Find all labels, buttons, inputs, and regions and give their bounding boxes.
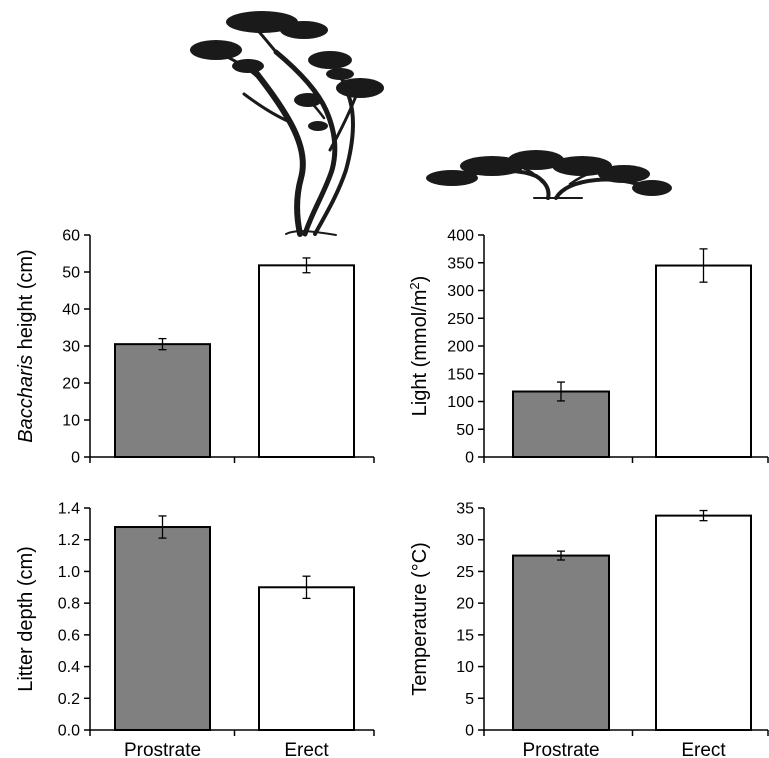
y-tick-label: 50 [62, 265, 80, 282]
x-tick-label-prostrate: Prostrate [124, 740, 201, 758]
y-tick-label: 1.4 [58, 501, 80, 518]
bar-prostrate [512, 390, 610, 459]
y-tick-label: 40 [62, 302, 80, 319]
y-tick-label: 60 [62, 228, 80, 245]
y-axis-title-rest: height (cm) [15, 249, 37, 355]
x-tick-label-prostrate: Prostrate [522, 740, 599, 758]
y-tick-label: 30 [456, 532, 474, 549]
y-tick-label: 0 [465, 723, 474, 740]
y-axis-title-close: ) [409, 276, 431, 283]
y-tick-label: 200 [447, 339, 474, 356]
bar-prostrate [512, 554, 610, 731]
y-tick-label: 100 [447, 394, 474, 411]
y-axis-title-main: Light (mmol/m [409, 290, 431, 417]
y-axis-title: Litter depth (cm) [15, 546, 37, 692]
bar-prostrate [114, 343, 211, 458]
y-tick-label: 10 [62, 413, 80, 430]
chart-temperature: 0 5 10 15 20 25 30 35 Prostrate Erect Temperature … [409, 501, 769, 758]
y-axis-title: Baccharis height (cm) [15, 249, 37, 442]
y-tick-label: 30 [62, 339, 80, 356]
y-tick-label: 0.2 [58, 691, 80, 708]
y-tick-label: 0.8 [58, 596, 80, 613]
bar-erect [655, 264, 752, 458]
y-tick-label: 50 [456, 422, 474, 439]
chart-baccharis-height: 0 10 20 30 40 50 60 Baccharis height (cm) [15, 228, 375, 467]
y-tick-label: 20 [456, 596, 474, 613]
y-tick-label: 0.4 [58, 659, 80, 676]
y-tick-label: 250 [447, 311, 474, 328]
chart-light: 0 50 100 150 200 250 300 350 400 Light (mmol/m2) [407, 228, 769, 467]
y-tick-label: 5 [465, 691, 474, 708]
y-tick-label: 0 [71, 450, 80, 467]
y-tick-label: 300 [447, 283, 474, 300]
prostrate-shrub-icon [426, 150, 672, 200]
y-tick-label: 0.0 [58, 723, 80, 740]
bar-erect [258, 586, 355, 731]
y-axis-title: Temperature (°C) [409, 542, 431, 696]
y-tick-label: 400 [447, 228, 474, 245]
y-tick-label: 20 [62, 376, 80, 393]
bar-erect [655, 514, 752, 732]
y-axis-title-genus: Baccharis [15, 355, 37, 443]
y-tick-label: 15 [456, 627, 474, 644]
y-axis-title: Light (mmol/m2) [407, 276, 431, 417]
y-tick-label: 150 [447, 366, 474, 383]
y-tick-label: 1.2 [58, 532, 80, 549]
x-tick-label-erect: Erect [284, 740, 329, 758]
bar-erect [258, 264, 355, 458]
y-tick-label: 350 [447, 255, 474, 272]
y-tick-label: 25 [456, 564, 474, 581]
y-tick-label: 10 [456, 659, 474, 676]
y-tick-label: 35 [456, 501, 474, 518]
y-tick-label: 1.0 [58, 564, 80, 581]
erect-tree-icon [190, 11, 384, 237]
x-tick-label-erect: Erect [681, 740, 726, 758]
y-tick-label: 0.6 [58, 627, 80, 644]
y-axis-title-superscript: 2 [407, 282, 422, 289]
y-tick-label: 0 [465, 450, 474, 467]
bar-prostrate [114, 526, 211, 731]
chart-litter-depth: 0.0 0.2 0.4 0.6 0.8 1.0 1.2 1.4 Prostrate Erect Li… [15, 501, 375, 758]
